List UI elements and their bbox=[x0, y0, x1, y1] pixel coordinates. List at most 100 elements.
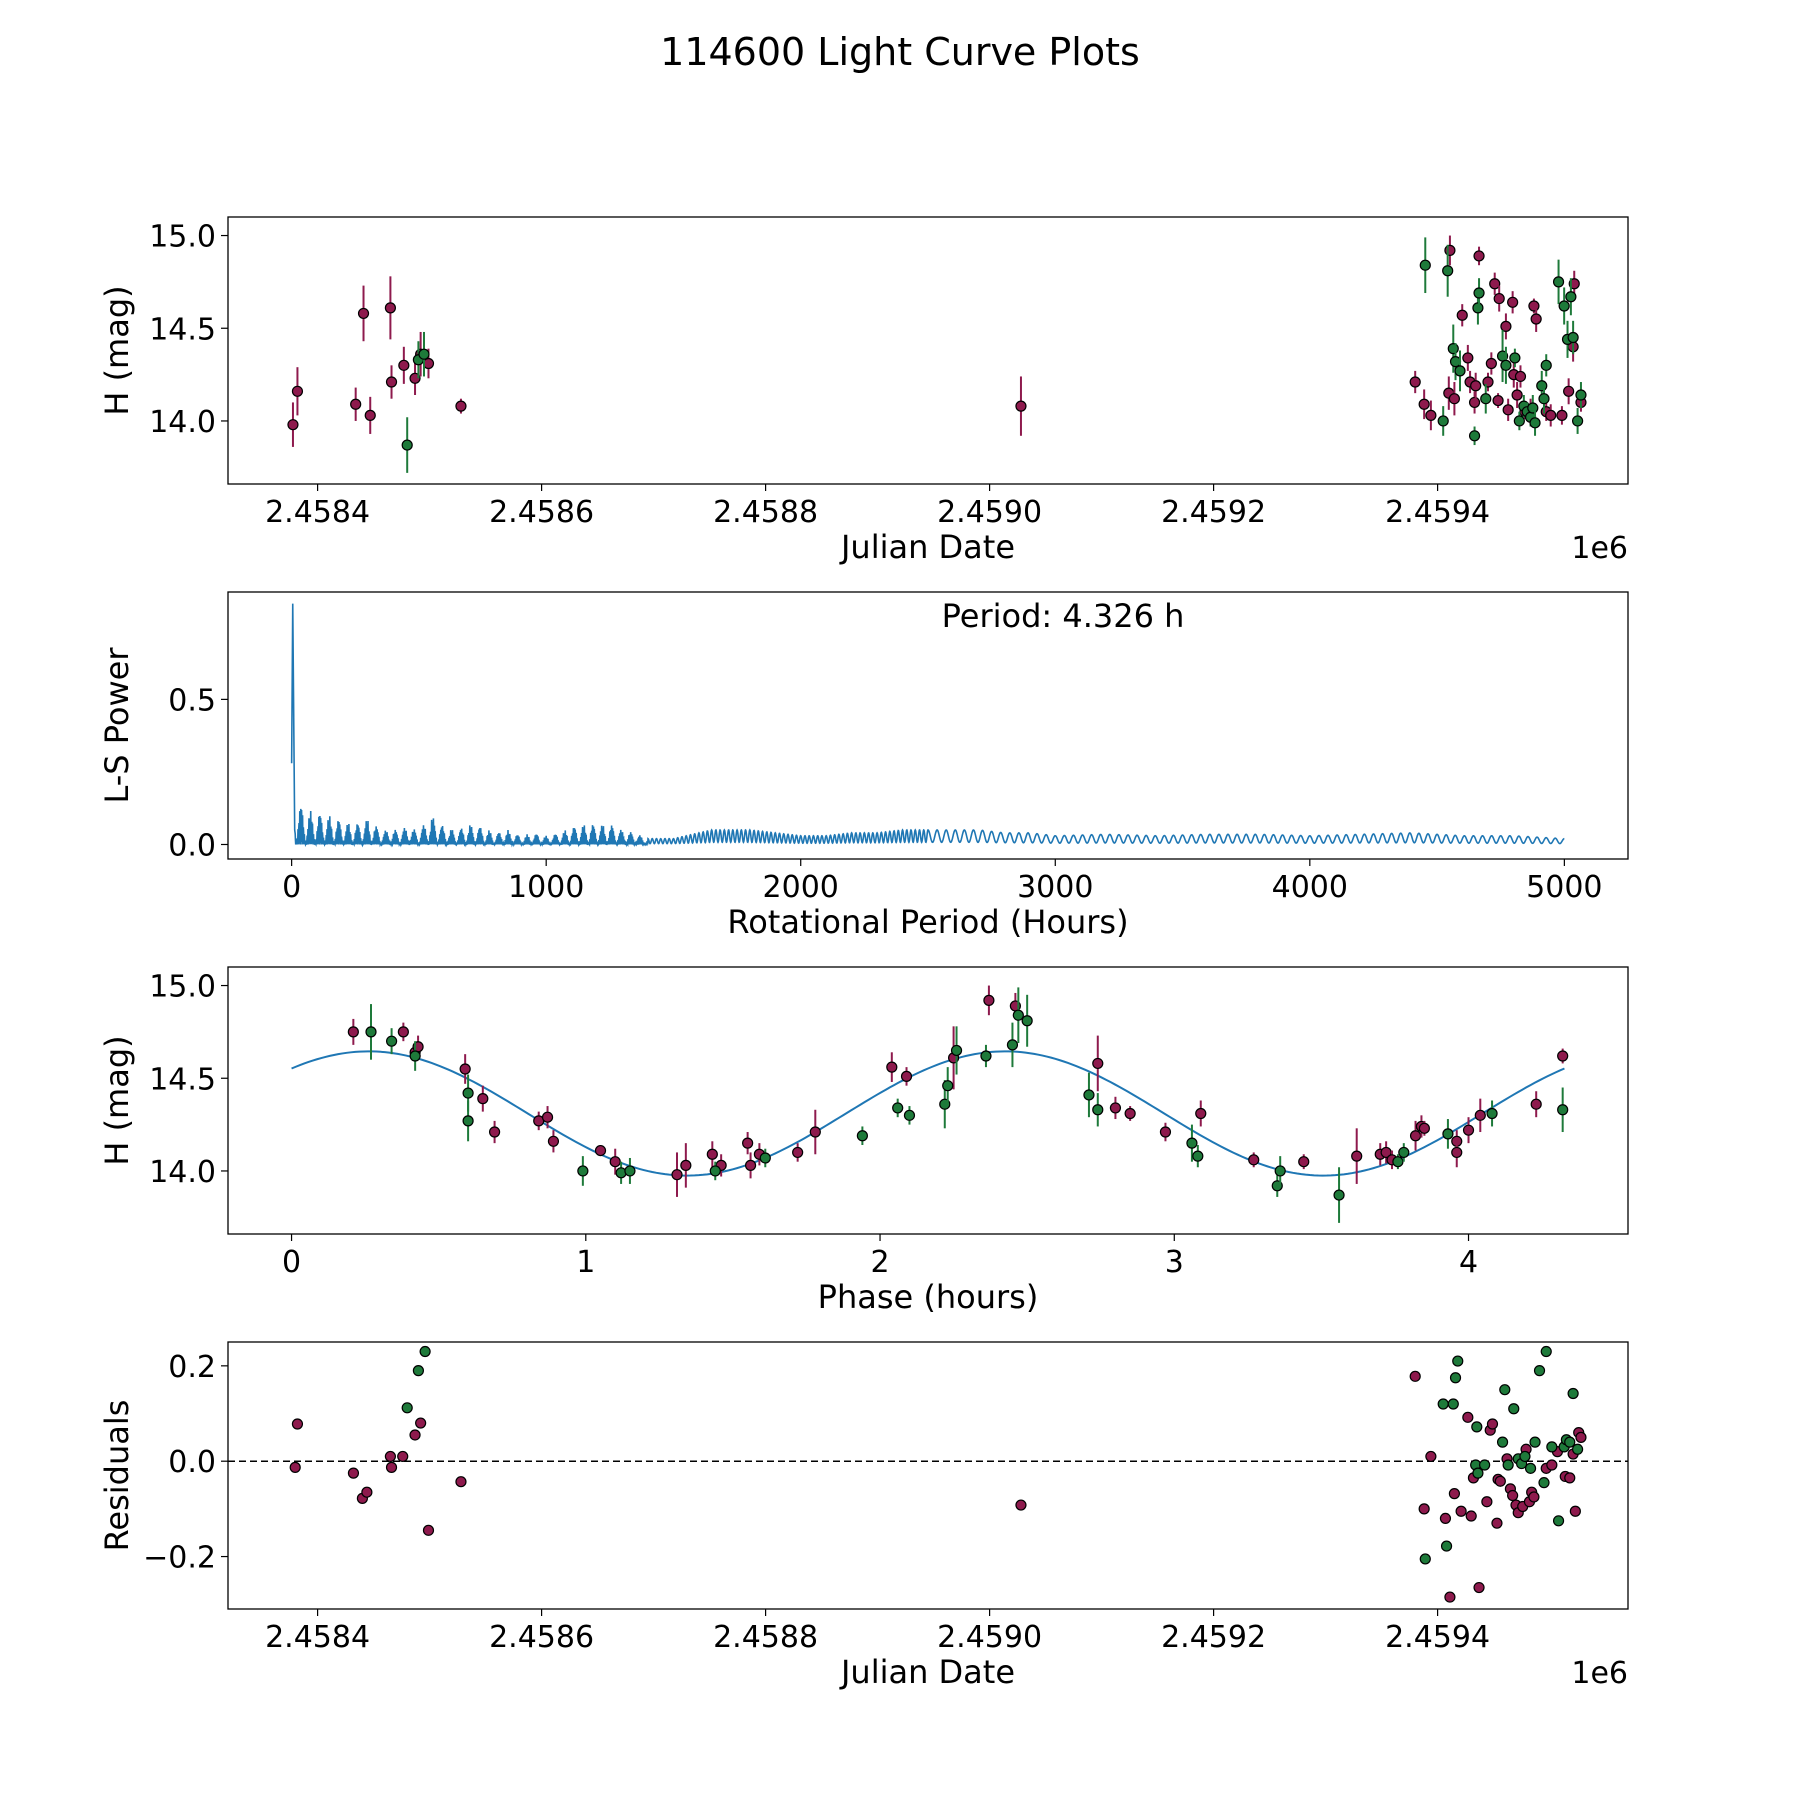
data-point bbox=[419, 1345, 431, 1358]
data-point bbox=[1565, 291, 1577, 303]
data-point bbox=[1494, 1475, 1506, 1487]
data-point bbox=[1351, 1150, 1363, 1162]
data-point bbox=[1508, 1403, 1520, 1415]
data-point bbox=[950, 1044, 963, 1057]
data-point bbox=[1556, 409, 1568, 421]
data-point bbox=[609, 1156, 621, 1168]
data-point bbox=[347, 1026, 359, 1038]
data-point bbox=[671, 1169, 683, 1181]
x-tick-label: 2.4588 bbox=[713, 495, 818, 530]
data-point bbox=[1558, 300, 1570, 312]
data-point bbox=[1449, 1372, 1462, 1384]
x-tick-label: 1000 bbox=[508, 870, 584, 905]
data-point bbox=[1567, 1387, 1579, 1400]
y-axis-label: Residuals bbox=[98, 1400, 136, 1552]
x-tick-label: 2.4592 bbox=[1161, 495, 1266, 530]
data-point bbox=[1456, 309, 1468, 321]
periodogram-panel: 0 1000 2000 3000 4000 5000 0.0 0.5 Rotational Pe… bbox=[98, 591, 1629, 941]
data-point bbox=[1462, 352, 1474, 364]
data-point bbox=[1530, 1098, 1542, 1110]
data-layer bbox=[228, 1345, 1628, 1603]
x-axis-label: Phase (hours) bbox=[818, 1278, 1039, 1316]
data-point bbox=[983, 994, 995, 1006]
data-point bbox=[1473, 250, 1485, 262]
data-point bbox=[1507, 1489, 1519, 1502]
residuals-panel: 2.4584 2.4586 2.4588 2.4590 2.4592 2.4594 −0.2… bbox=[98, 1341, 1629, 1691]
data-point bbox=[1468, 430, 1481, 442]
x-tick-label: 5000 bbox=[1526, 870, 1602, 905]
x-tick-label: 2.4588 bbox=[713, 1620, 818, 1655]
data-point bbox=[1444, 1591, 1456, 1603]
data-point bbox=[1479, 1459, 1491, 1471]
data-point bbox=[361, 1486, 373, 1498]
data-point bbox=[1444, 244, 1456, 256]
data-point bbox=[1418, 1503, 1430, 1515]
data-point bbox=[1529, 417, 1541, 429]
data-point bbox=[1557, 1050, 1569, 1062]
series-red bbox=[287, 235, 1587, 447]
data-point bbox=[1392, 1156, 1404, 1168]
figure-title: 114600 Light Curve Plots bbox=[660, 30, 1140, 74]
data-point bbox=[1186, 1137, 1198, 1149]
data-point bbox=[397, 1026, 409, 1038]
data-point bbox=[1552, 276, 1565, 288]
data-point bbox=[1442, 265, 1454, 277]
data-point bbox=[1471, 1421, 1483, 1433]
x-axis-label: Julian Date bbox=[839, 1653, 1015, 1691]
x-axis-label: Julian Date bbox=[839, 528, 1015, 566]
data-point bbox=[1452, 1355, 1464, 1367]
data-point bbox=[1567, 331, 1579, 344]
x-offset-label: 1e6 bbox=[1571, 1656, 1628, 1691]
data-point bbox=[287, 419, 299, 431]
data-point bbox=[1448, 1488, 1461, 1500]
data-point bbox=[1437, 1398, 1449, 1410]
data-point bbox=[1538, 1477, 1550, 1489]
data-point bbox=[1440, 1540, 1453, 1552]
data-point bbox=[415, 1417, 427, 1429]
x-tick-label: 3 bbox=[1165, 1245, 1184, 1280]
phase-folded-panel: 0 1 2 3 4 14.0 14.5 15.0 Phase (hours) H (mag) bbox=[98, 966, 1629, 1316]
data-point bbox=[1473, 287, 1485, 299]
data-point bbox=[1425, 409, 1437, 421]
data-point bbox=[903, 1109, 916, 1121]
y-tick-label: 0.0 bbox=[168, 1445, 216, 1480]
data-point bbox=[1529, 1436, 1541, 1448]
data-point bbox=[1540, 1345, 1552, 1358]
x-tick-label: 2.4584 bbox=[265, 1620, 370, 1655]
data-point bbox=[1499, 1384, 1511, 1396]
series-red bbox=[289, 1370, 1587, 1603]
data-point bbox=[1462, 1411, 1474, 1423]
y-tick-label: 15.0 bbox=[149, 970, 216, 1005]
data-point bbox=[1448, 393, 1461, 405]
data-point bbox=[455, 1476, 467, 1488]
data-point bbox=[462, 1087, 474, 1099]
data-point bbox=[409, 1429, 421, 1441]
periodogram-line bbox=[290, 603, 1565, 848]
data-point bbox=[1159, 1126, 1172, 1138]
x-tick-label: 2.4584 bbox=[265, 495, 370, 530]
data-point bbox=[792, 1146, 804, 1159]
data-point bbox=[385, 1035, 398, 1047]
data-point bbox=[1109, 1102, 1122, 1114]
data-point bbox=[1563, 385, 1575, 397]
data-point bbox=[1437, 415, 1449, 427]
data-point bbox=[1124, 1107, 1136, 1120]
data-point bbox=[1507, 296, 1519, 308]
data-point bbox=[742, 1137, 754, 1149]
data-point bbox=[1511, 389, 1523, 401]
data-point bbox=[1021, 1015, 1033, 1027]
data-point bbox=[418, 348, 430, 360]
data-point bbox=[1470, 380, 1482, 392]
data-point bbox=[1195, 1107, 1207, 1120]
x-tick-label: 2 bbox=[870, 1245, 889, 1280]
data-point bbox=[409, 1050, 421, 1062]
data-point bbox=[680, 1159, 692, 1171]
y-tick-label: 0.5 bbox=[168, 683, 216, 718]
data-point bbox=[809, 1126, 821, 1138]
data-point bbox=[1545, 409, 1557, 421]
data-point bbox=[462, 1115, 474, 1127]
data-point bbox=[1502, 404, 1514, 416]
data-point bbox=[1575, 1431, 1587, 1443]
model-curve bbox=[291, 1050, 1565, 1177]
